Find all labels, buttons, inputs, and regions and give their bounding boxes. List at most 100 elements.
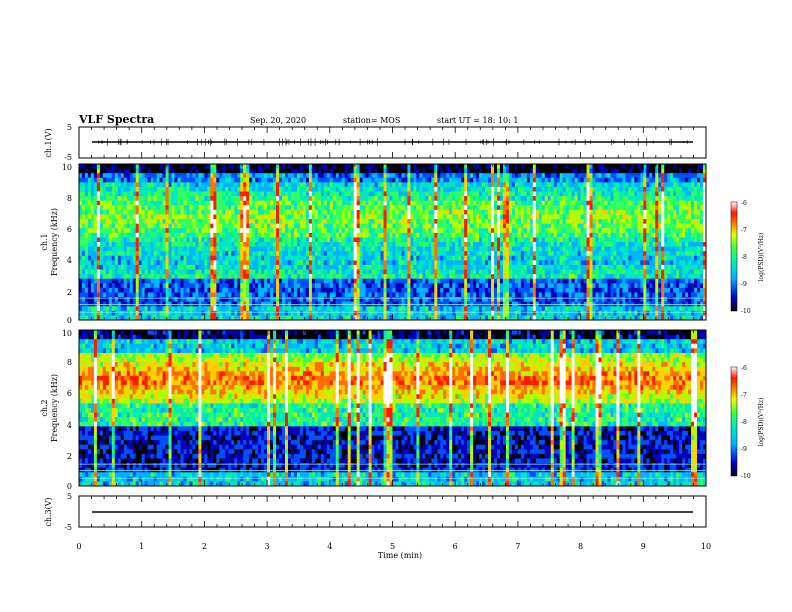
spectrogram-cell — [189, 264, 193, 270]
spectrogram-cell — [201, 164, 205, 169]
spectrogram-cell — [353, 209, 357, 215]
spectrogram-cell — [144, 306, 148, 312]
spectrogram-cell — [282, 205, 286, 211]
spectrogram-cell — [264, 200, 268, 206]
spectrogram-cell — [111, 177, 116, 183]
spectrogram-cell — [102, 223, 107, 229]
spectrogram-cell — [389, 269, 393, 275]
spectrogram-cell — [288, 292, 292, 298]
spectrogram-cell — [341, 297, 346, 302]
spectrogram-cell — [147, 232, 151, 238]
spectrogram-cell — [413, 251, 417, 257]
spectrogram-cell — [252, 292, 256, 298]
spectrogram-cell — [419, 186, 423, 192]
spectrogram-cell — [90, 315, 95, 320]
spectrogram-cell — [189, 200, 193, 206]
spectrogram-cell — [258, 255, 262, 261]
spectrogram-cell — [132, 297, 137, 302]
spectrogram-cell — [102, 269, 107, 275]
spectrogram-cell — [270, 200, 274, 206]
spectrogram-cell — [231, 196, 235, 202]
spectrogram-cell — [225, 205, 229, 211]
spectrogram-cell — [488, 269, 492, 275]
spectrogram-cell — [144, 283, 148, 289]
spectrogram-cell — [189, 219, 193, 224]
spectrogram-cell — [401, 283, 405, 289]
spectrogram-cell — [186, 191, 190, 197]
spectrogram-cell — [117, 219, 122, 224]
spectrogram-cell — [314, 173, 319, 179]
spectrogram-cell — [410, 214, 414, 220]
spectrogram-cell — [105, 269, 110, 275]
spectrogram-cell — [210, 306, 214, 312]
spectrogram-cell — [398, 283, 402, 289]
spectrogram-cell — [368, 274, 372, 280]
spectrogram-cell — [273, 214, 277, 220]
spectrogram-cell — [79, 214, 83, 220]
spectrogram-cell — [87, 310, 92, 316]
spectrogram-cell — [461, 200, 465, 206]
spectrogram-cell — [329, 177, 334, 183]
spectrogram-cell — [156, 246, 160, 252]
spectrogram-cell — [332, 278, 337, 284]
spectrogram-cell — [437, 297, 441, 302]
spectrogram-cell — [479, 219, 483, 224]
spectrogram-cell — [222, 306, 226, 312]
spectrogram-cell — [437, 164, 441, 169]
spectrogram-cell — [165, 196, 169, 202]
spectrogram-cell — [183, 186, 187, 192]
spectrogram-cell — [485, 260, 489, 266]
spectrogram-cell — [168, 255, 172, 261]
spectrogram-cell — [419, 205, 423, 211]
spectrogram-cell — [204, 278, 208, 284]
spectrogram-cell — [374, 186, 378, 192]
spectrogram-cell — [470, 173, 474, 179]
spectrogram-cell — [413, 264, 417, 270]
spectrogram-cell — [285, 223, 289, 229]
spectrogram-cell — [308, 186, 313, 192]
spectrogram-cell — [111, 278, 116, 284]
spectrogram-cell — [207, 168, 211, 174]
spectrogram-cell — [189, 297, 193, 302]
spectrogram-cell — [311, 228, 316, 234]
spectrogram-cell — [383, 278, 387, 284]
spectrogram-cell — [293, 182, 298, 188]
spectrogram-cell — [362, 232, 366, 238]
spectrogram-cell — [114, 223, 119, 229]
spectrogram-cell — [395, 182, 399, 188]
spectrogram-cell — [404, 200, 408, 206]
spectrogram-cell — [267, 200, 271, 206]
spectrogram-cell — [488, 186, 492, 192]
spectrogram-cell — [99, 283, 104, 289]
spectrogram-cell — [288, 205, 292, 211]
spectrogram-cell — [90, 278, 95, 284]
spectrogram-cell — [81, 278, 86, 284]
spectrogram-cell — [183, 228, 187, 234]
spectrogram-cell — [431, 200, 435, 206]
spectrogram-cell — [308, 278, 313, 284]
spectrogram-cell — [419, 264, 423, 270]
spectrogram-cell — [353, 269, 357, 275]
spectrogram-cell — [99, 228, 104, 234]
spectrogram-cell — [425, 274, 429, 280]
spectrogram-cell — [365, 168, 369, 174]
spectrogram-cell — [156, 251, 160, 257]
spectrogram-cell — [228, 182, 232, 188]
spectrogram-cell — [264, 164, 268, 169]
spectrogram-cell — [305, 251, 310, 257]
spectrogram-cell — [383, 219, 387, 224]
spectrogram-cell — [255, 223, 259, 229]
spectrogram-cell — [189, 251, 193, 257]
spectrogram-cell — [332, 186, 337, 192]
spectrogram-cell — [317, 200, 322, 206]
spectrogram-cell — [437, 237, 441, 243]
spectrogram-cell — [210, 191, 214, 197]
spectrogram-cell — [150, 269, 154, 275]
spectrogram-cell — [350, 196, 354, 202]
spectrogram-cell — [341, 260, 346, 266]
spectrogram-cell — [165, 246, 169, 252]
spectrogram-cell — [377, 164, 381, 169]
spectrogram-cell — [377, 251, 381, 257]
spectrogram-cell — [344, 214, 349, 220]
spectrogram-cell — [99, 182, 104, 188]
